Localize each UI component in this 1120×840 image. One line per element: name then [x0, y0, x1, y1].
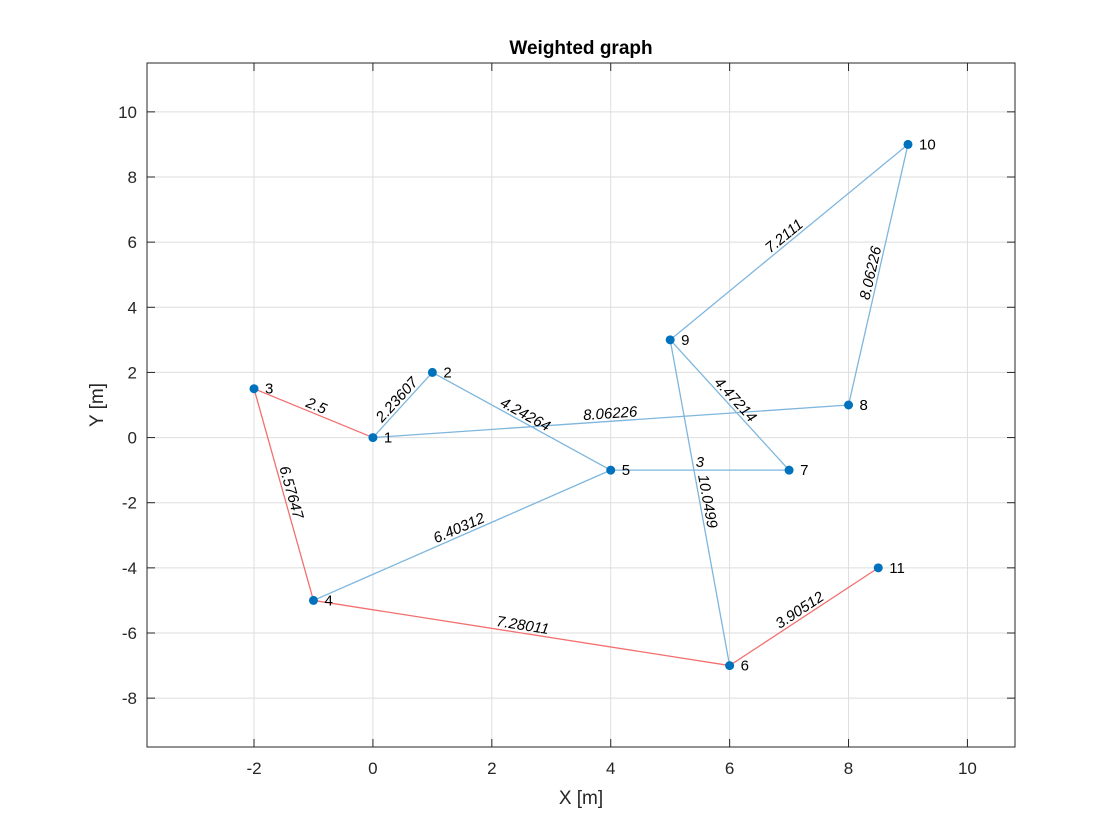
edge-1-2: [372, 371, 433, 439]
edge-weight-label: 3.90512: [772, 588, 827, 632]
edge-3-4: [253, 388, 315, 601]
edge-4-6: [313, 599, 730, 667]
nodes: [249, 139, 913, 671]
edge-2-5: [432, 371, 612, 471]
x-tick-label: 6: [725, 759, 734, 778]
node-label-5: 5: [622, 462, 630, 479]
node-label-2: 2: [443, 364, 451, 381]
x-tick-label: 8: [844, 759, 853, 778]
y-tick-label: 2: [128, 363, 137, 382]
edge-7-9: [669, 339, 790, 471]
edge-weight-label: 6.40312: [431, 509, 488, 547]
edge-weight-label: 7.28011: [495, 613, 550, 638]
edge-weight-label: 3: [696, 454, 705, 471]
y-tick-label: -2: [122, 494, 137, 513]
x-axis-label: X [m]: [559, 788, 603, 809]
chart-title: Weighted graph: [509, 38, 652, 59]
axis-ticks: -2 0 2 4 6 8 10 -8 -6 -4 -2 0 2 4 6 8 10: [118, 63, 1015, 778]
node-marker-9: [665, 335, 675, 345]
edge-weight-label: 2.23607: [372, 374, 422, 427]
y-tick-label: 10: [118, 103, 137, 122]
edge-6-9: [669, 339, 731, 666]
edge-6-11: [729, 567, 879, 667]
node-label-1: 1: [384, 430, 392, 447]
edge-weight-label: 8.06226: [857, 244, 886, 301]
edge-weight-label: 2.5: [303, 394, 330, 418]
y-tick-label: 8: [128, 168, 137, 187]
x-tick-label: 10: [958, 759, 977, 778]
y-tick-label: 4: [128, 298, 137, 317]
node-label-3: 3: [265, 381, 273, 398]
node-marker-1: [368, 433, 378, 443]
node-label-9: 9: [681, 332, 689, 349]
edge-weight-label: 7.2111: [762, 216, 807, 257]
axes-frame: [146, 62, 1016, 748]
node-marker-7: [784, 465, 794, 475]
node-label-11: 11: [889, 560, 905, 577]
node-marker-6: [725, 661, 735, 671]
edges: [253, 143, 909, 667]
edge-8-10: [847, 144, 909, 406]
node-marker-11: [873, 563, 883, 573]
y-tick-label: -6: [122, 624, 137, 643]
node-marker-3: [249, 384, 259, 394]
node-label-7: 7: [800, 462, 808, 479]
node-label-8: 8: [860, 397, 868, 414]
node-label-4: 4: [324, 592, 332, 609]
node-marker-5: [606, 465, 616, 475]
node-label-6: 6: [741, 658, 749, 675]
x-tick-label: 4: [606, 759, 615, 778]
node-marker-10: [903, 139, 913, 149]
y-axis-label: Y [m]: [87, 383, 108, 427]
edge-weight-label: 4.47214: [711, 374, 760, 426]
edge-weight-label: 6.57647: [275, 464, 306, 521]
y-tick-label: -4: [122, 559, 137, 578]
node-label-10: 10: [919, 136, 936, 153]
node-marker-8: [844, 400, 854, 410]
node-marker-2: [427, 367, 437, 377]
edge-9-10: [669, 143, 909, 341]
x-tick-label: -2: [246, 759, 261, 778]
y-tick-label: 6: [128, 233, 137, 252]
x-tick-label: 0: [368, 759, 377, 778]
y-tick-label: 0: [128, 429, 137, 448]
node-marker-4: [308, 595, 318, 605]
edge-4-5: [313, 469, 611, 602]
edge-weight-label: 8.06226: [583, 403, 639, 424]
edge-weight-label: 10.0499: [694, 473, 721, 530]
y-tick-label: -8: [122, 689, 137, 708]
edge-1-8: [372, 404, 849, 439]
node-labels: 1 2 3 4 5 6 7 8 9 10 11: [265, 136, 936, 674]
x-tick-label: 2: [487, 759, 496, 778]
edge-1-3: [253, 388, 374, 439]
grid-lines: [147, 63, 1015, 747]
